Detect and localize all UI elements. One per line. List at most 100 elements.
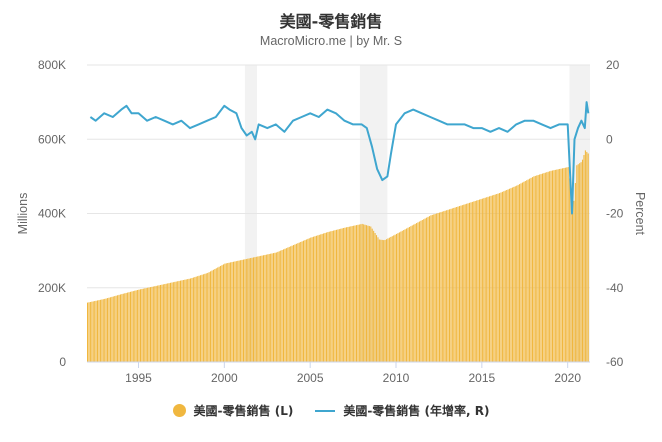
bar[interactable]: [414, 223, 416, 362]
bar[interactable]: [242, 259, 245, 362]
bar[interactable]: [231, 262, 233, 362]
bar[interactable]: [478, 199, 481, 362]
bar[interactable]: [416, 223, 418, 362]
bar[interactable]: [168, 283, 170, 362]
bar[interactable]: [271, 253, 273, 362]
bar[interactable]: [132, 291, 134, 362]
bar[interactable]: [375, 235, 378, 362]
bar[interactable]: [486, 197, 488, 362]
bar[interactable]: [285, 248, 287, 362]
bar[interactable]: [400, 231, 402, 362]
bar[interactable]: [330, 231, 332, 362]
bar[interactable]: [490, 195, 492, 362]
bar[interactable]: [157, 285, 159, 362]
bar[interactable]: [149, 287, 152, 362]
bar[interactable]: [287, 247, 289, 362]
bar[interactable]: [174, 281, 176, 362]
bar[interactable]: [398, 232, 400, 362]
legend-item-retail-sales[interactable]: 美國-零售銷售 (L): [172, 402, 293, 419]
bar[interactable]: [134, 290, 136, 362]
bar[interactable]: [361, 223, 363, 362]
bar[interactable]: [561, 168, 564, 362]
bar[interactable]: [360, 224, 362, 362]
bar[interactable]: [431, 214, 433, 362]
bar[interactable]: [141, 288, 143, 362]
bar[interactable]: [480, 199, 482, 362]
bar[interactable]: [308, 238, 310, 362]
bar[interactable]: [245, 258, 247, 362]
bar[interactable]: [298, 242, 300, 362]
bar[interactable]: [333, 230, 335, 362]
bar[interactable]: [365, 225, 368, 362]
bar[interactable]: [566, 167, 568, 362]
bar[interactable]: [237, 260, 239, 362]
bar[interactable]: [195, 276, 197, 362]
bar[interactable]: [117, 295, 119, 362]
bar[interactable]: [464, 204, 466, 362]
bar[interactable]: [430, 215, 432, 362]
bar[interactable]: [474, 200, 476, 362]
bar[interactable]: [428, 216, 430, 362]
bar[interactable]: [347, 226, 349, 362]
bar[interactable]: [560, 168, 562, 362]
bar[interactable]: [248, 258, 250, 362]
bar[interactable]: [328, 231, 330, 362]
bar[interactable]: [378, 239, 380, 362]
bar[interactable]: [99, 299, 101, 362]
bar[interactable]: [484, 197, 486, 362]
bar[interactable]: [247, 258, 249, 362]
bar[interactable]: [380, 239, 382, 362]
bar[interactable]: [102, 299, 104, 362]
bar[interactable]: [282, 249, 285, 362]
bar[interactable]: [211, 270, 213, 362]
bar[interactable]: [451, 208, 453, 362]
bar[interactable]: [145, 288, 147, 362]
bar[interactable]: [95, 300, 97, 362]
bar[interactable]: [488, 196, 491, 362]
bar[interactable]: [410, 226, 412, 362]
bar[interactable]: [294, 244, 296, 362]
bar[interactable]: [506, 189, 508, 362]
bar[interactable]: [441, 211, 443, 362]
bar[interactable]: [254, 257, 256, 362]
bar[interactable]: [556, 169, 558, 362]
bar[interactable]: [182, 280, 184, 362]
bar[interactable]: [371, 228, 373, 362]
bar[interactable]: [446, 210, 448, 362]
bar[interactable]: [112, 296, 114, 362]
bar[interactable]: [388, 237, 390, 362]
bar[interactable]: [129, 291, 131, 362]
bar[interactable]: [381, 239, 383, 362]
bar[interactable]: [119, 294, 121, 362]
bar[interactable]: [456, 207, 458, 362]
bar[interactable]: [520, 183, 522, 362]
bar[interactable]: [334, 230, 336, 362]
bar[interactable]: [481, 198, 483, 362]
bar[interactable]: [194, 277, 196, 362]
bar[interactable]: [240, 260, 242, 362]
bar[interactable]: [547, 171, 549, 362]
bar[interactable]: [569, 178, 571, 362]
bar[interactable]: [190, 278, 192, 362]
bar[interactable]: [92, 301, 94, 362]
bar[interactable]: [574, 183, 576, 362]
bar[interactable]: [504, 190, 506, 362]
bar[interactable]: [577, 164, 579, 362]
bar[interactable]: [487, 196, 489, 362]
bar[interactable]: [320, 234, 322, 362]
bar[interactable]: [557, 169, 559, 362]
bar[interactable]: [519, 184, 521, 362]
bar[interactable]: [267, 254, 269, 362]
bar[interactable]: [215, 268, 217, 362]
bar[interactable]: [192, 277, 194, 362]
bar[interactable]: [124, 293, 126, 362]
bar[interactable]: [234, 261, 236, 362]
bar[interactable]: [318, 234, 320, 362]
bar[interactable]: [89, 301, 91, 362]
bar[interactable]: [443, 211, 445, 362]
bar[interactable]: [458, 206, 461, 362]
bar[interactable]: [293, 245, 295, 362]
bar[interactable]: [115, 295, 117, 362]
bar[interactable]: [571, 201, 574, 362]
bar[interactable]: [108, 297, 110, 362]
